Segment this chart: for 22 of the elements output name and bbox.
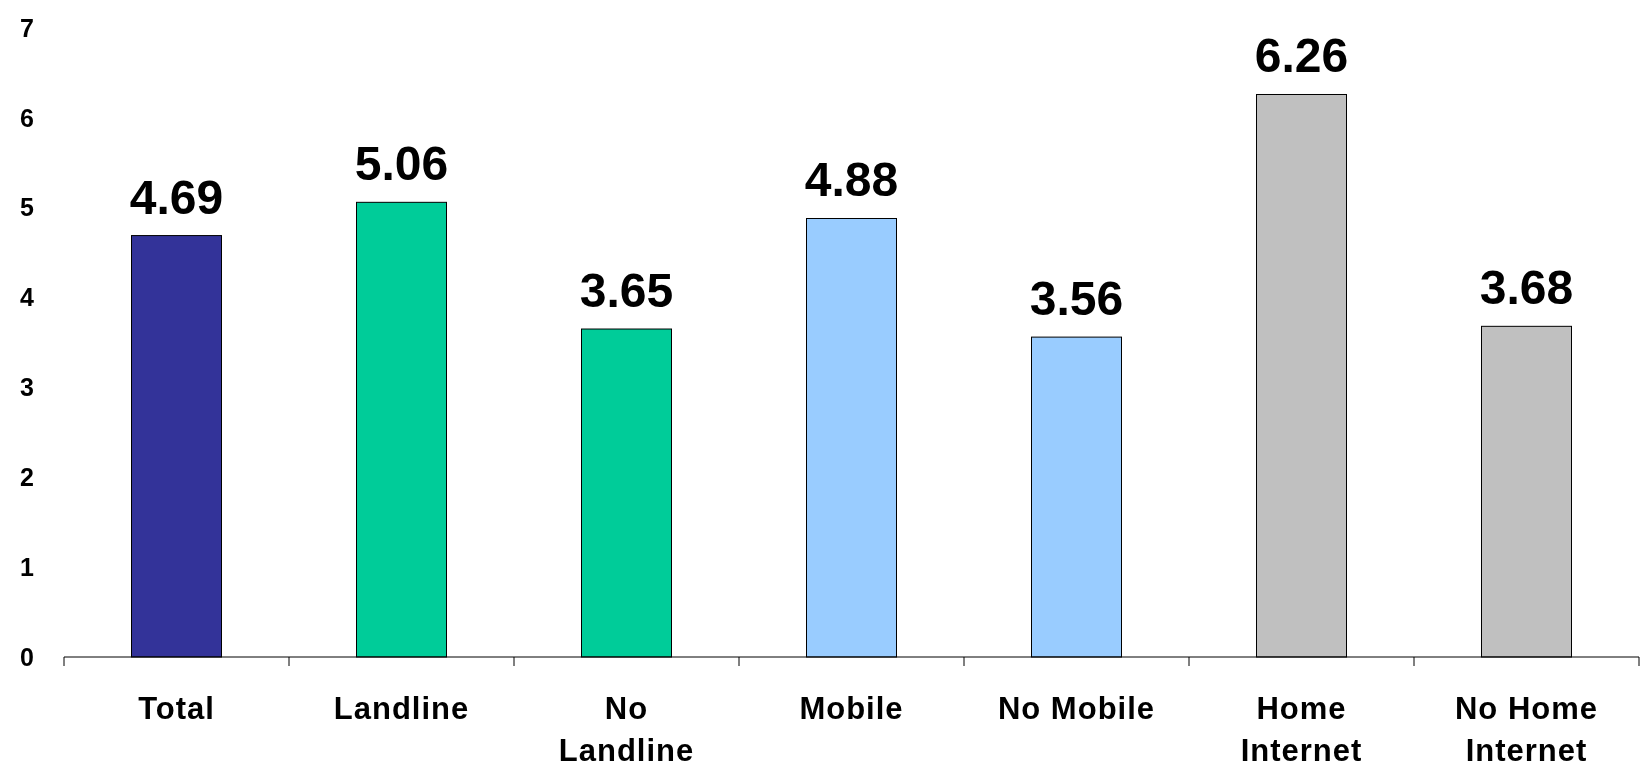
y-tick-label: 4 bbox=[20, 283, 35, 312]
data-label: 3.56 bbox=[1029, 272, 1124, 326]
y-tick-label: 0 bbox=[20, 642, 34, 671]
y-tick-label: 1 bbox=[20, 552, 35, 581]
y-tick-label: 6 bbox=[20, 103, 34, 132]
data-label: 3.65 bbox=[579, 264, 674, 318]
data-label: 4.69 bbox=[129, 170, 224, 224]
data-label: 6.26 bbox=[1254, 29, 1349, 83]
y-tick-label: 5 bbox=[20, 193, 35, 222]
x-tick-label: No Mobile bbox=[997, 691, 1156, 726]
x-tick-label: Total bbox=[138, 691, 215, 726]
x-tick-label: Home Internet bbox=[1240, 691, 1363, 768]
x-tick-label: No Landline bbox=[558, 691, 695, 768]
data-label: 4.88 bbox=[804, 153, 899, 207]
x-tick-label: Landline bbox=[333, 691, 470, 726]
y-tick-label: 7 bbox=[20, 13, 34, 42]
x-tick-label: No Home Internet bbox=[1454, 691, 1599, 768]
y-tick-label: 2 bbox=[20, 463, 34, 492]
y-tick-label: 3 bbox=[20, 373, 34, 402]
data-label: 3.68 bbox=[1479, 261, 1574, 315]
x-tick-label: Mobile bbox=[799, 691, 904, 726]
data-label: 5.06 bbox=[354, 137, 449, 191]
